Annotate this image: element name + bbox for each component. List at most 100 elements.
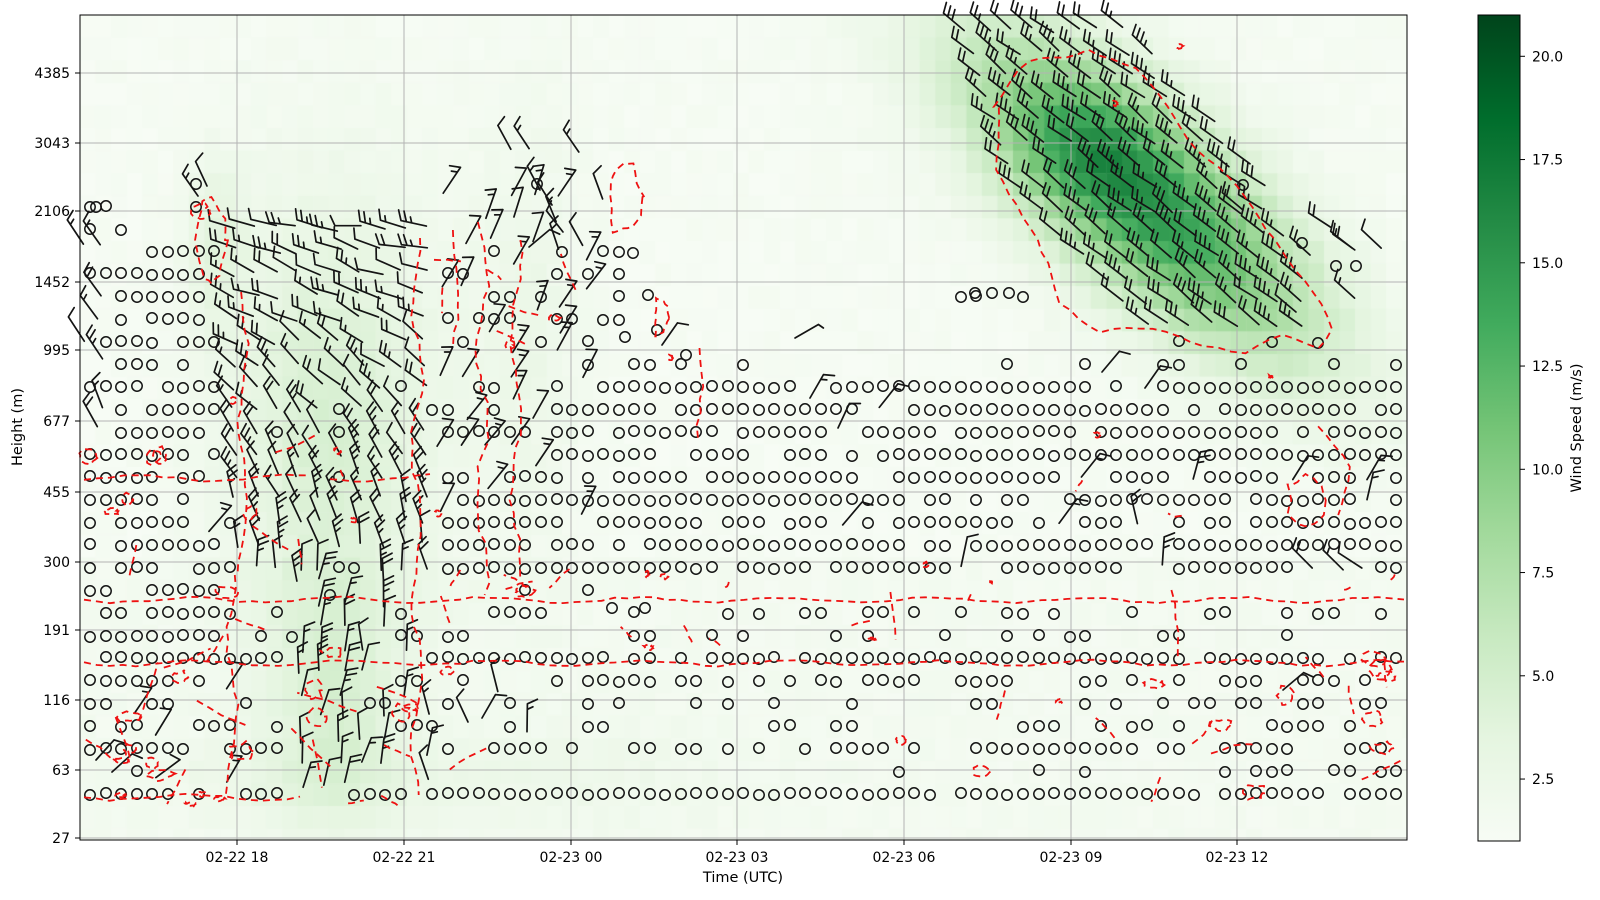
calm-circle [115,562,127,574]
calm-circle [628,358,640,370]
calm-circle [1095,653,1107,665]
red-dashed-contour [1317,425,1351,516]
calm-circle [1297,698,1309,710]
calm-circle [146,698,158,710]
calm-circle [146,675,158,687]
wind-barb [270,300,298,322]
calm-circle [1033,404,1045,416]
wind-barb [256,336,276,368]
wind-barb [1063,159,1086,190]
calm-circle [846,720,858,732]
wind-barb [311,463,323,498]
calm-circle [84,517,96,529]
red-scribble [128,544,138,576]
calm-circle [1110,404,1122,416]
calm-circle [1079,742,1091,754]
wind-barb [1005,44,1028,75]
calm-circle [955,516,967,528]
wind-barb [361,641,381,671]
wind-barb [1063,182,1087,212]
wind-barb [1234,251,1259,280]
red-dashed-loop [609,162,646,234]
calm-circle [1219,382,1231,394]
calm-circle [333,403,345,415]
calm-circle [939,405,951,417]
colorbar-tick-label: 2.5 [1532,772,1554,788]
calm-circle [1328,449,1340,461]
red-dashed-contour [409,237,425,796]
wind-barb [1143,296,1169,324]
calm-circle [1344,743,1356,755]
calm-circle [799,403,811,415]
calm-circle [722,471,734,483]
wind-barb [1366,454,1393,481]
calm-circle [115,381,127,393]
calm-circle [924,426,936,438]
wind-barb [568,211,584,247]
calm-circle [84,744,96,756]
calm-circle [862,789,874,801]
wind-barb [208,227,237,249]
wind-barb [247,487,261,522]
calm-circle [862,539,874,551]
calm-circle [986,381,998,393]
wind-barb [1086,159,1110,188]
wind-barb [83,261,102,297]
wind-barb [276,515,289,549]
calm-circle [644,630,656,642]
calm-circle [115,651,127,663]
calm-circle [737,359,749,371]
wind-barb [344,641,362,672]
wind-barb [1144,365,1173,389]
calm-circle [177,427,189,439]
red-scribble [441,287,444,314]
red-scribble [102,506,121,516]
wind-barb [1082,28,1107,57]
calm-circle [1297,382,1309,394]
calm-circle [1266,448,1278,460]
calm-circle [815,471,827,483]
red-scribble [486,268,502,281]
wind-barb [1161,532,1176,566]
calm-circle [753,493,765,505]
wind-barb [382,683,394,717]
calm-circle [1017,449,1029,461]
calm-circle [893,471,905,483]
red-scribble [144,756,159,771]
red-scribble [270,434,316,455]
wind-barb [1123,275,1147,305]
calm-circle [1359,674,1371,686]
calm-circle [955,472,967,484]
calm-circle [1141,426,1153,438]
calm-circle [556,246,568,258]
calm-circle [986,788,998,800]
calm-circle [628,653,640,665]
wind-barb [1021,159,1045,189]
calm-circle [84,470,96,482]
calm-circle [955,675,967,687]
calm-circle [1079,405,1091,417]
calm-circle [675,743,687,755]
calm-circle [1095,787,1107,799]
calm-circle [627,247,639,259]
calm-circle [1250,675,1262,687]
wind-barb [397,294,424,317]
calm-circle [1188,426,1200,438]
calm-circle [690,697,702,709]
calm-circle [1281,743,1293,755]
wind-barb [556,321,573,351]
wind-barb [302,354,324,385]
red-scribble [1092,431,1102,439]
calm-circle [488,382,500,394]
calm-circle [613,314,625,326]
red-scribble [196,699,246,726]
wind-barb [1274,283,1297,313]
calm-circle [1266,719,1278,731]
calm-circle [706,561,718,573]
calm-circle [908,674,920,686]
wind-barb [484,188,498,220]
wind-barb [66,209,85,245]
wind-barb [327,423,342,457]
calm-circle [1079,516,1091,528]
